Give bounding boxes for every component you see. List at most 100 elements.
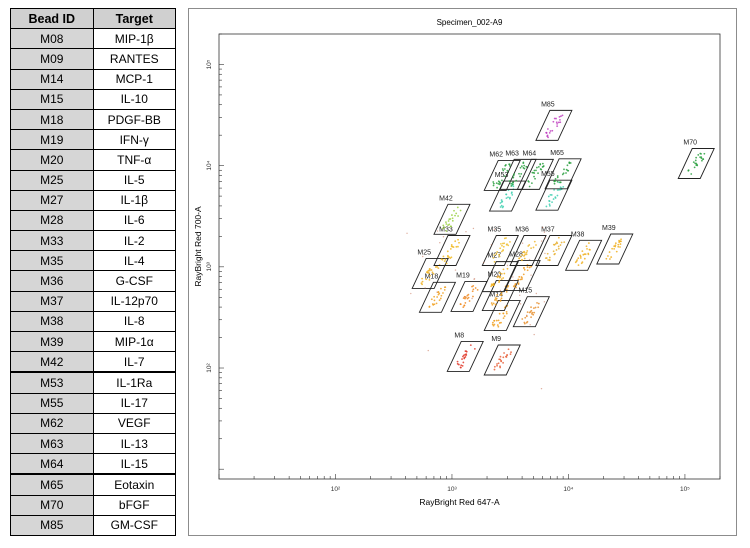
stray-event-dot bbox=[410, 292, 412, 295]
gate-label: M25 bbox=[417, 249, 431, 256]
event-dot bbox=[553, 117, 556, 120]
event-dot bbox=[611, 247, 614, 250]
gate-m55: M55 bbox=[535, 171, 573, 211]
table-row: M08 MIP-1β bbox=[10, 28, 176, 50]
event-dot bbox=[439, 297, 442, 300]
event-dot bbox=[525, 253, 528, 256]
event-dot bbox=[553, 180, 556, 183]
event-dot bbox=[557, 247, 560, 250]
event-dot bbox=[450, 244, 453, 246]
event-dot bbox=[505, 310, 508, 313]
stray-event-dot bbox=[454, 269, 457, 271]
event-dot bbox=[450, 225, 452, 228]
event-dot bbox=[437, 293, 440, 296]
event-dot bbox=[512, 181, 515, 184]
gate-m33: M33 bbox=[433, 226, 471, 266]
gate-label: M39 bbox=[602, 225, 616, 232]
event-dot bbox=[552, 243, 555, 246]
event-dot bbox=[617, 245, 620, 248]
event-dot bbox=[519, 166, 522, 169]
gate-m37: M37 bbox=[535, 226, 573, 266]
event-dot bbox=[700, 152, 702, 155]
table-row: M62 VEGF bbox=[10, 412, 176, 434]
event-dot bbox=[566, 164, 569, 167]
event-dot bbox=[450, 256, 453, 259]
bead-id-cell: M70 bbox=[10, 494, 94, 516]
event-dot bbox=[453, 209, 455, 212]
event-dot bbox=[502, 356, 505, 359]
gate-label: M37 bbox=[541, 226, 555, 233]
event-dot bbox=[702, 158, 704, 161]
event-dot bbox=[502, 268, 505, 271]
event-dot bbox=[533, 307, 535, 310]
event-dot bbox=[505, 290, 508, 293]
event-dot bbox=[428, 278, 431, 281]
event-dot bbox=[510, 185, 513, 187]
event-dot bbox=[447, 220, 450, 222]
table-row: M15 IL-10 bbox=[10, 88, 176, 110]
event-dot bbox=[502, 249, 504, 252]
event-dot bbox=[443, 260, 446, 263]
gate-polygon bbox=[481, 261, 520, 293]
gate-polygon bbox=[433, 203, 471, 235]
event-dot bbox=[443, 226, 446, 229]
event-dot bbox=[508, 164, 511, 167]
table-row: M35 IL-4 bbox=[10, 250, 176, 272]
gate-label: M85 bbox=[541, 101, 555, 108]
gate-polygon bbox=[677, 148, 715, 179]
event-dot bbox=[499, 300, 502, 302]
event-dot bbox=[492, 182, 495, 185]
gate-label: M38 bbox=[571, 231, 585, 238]
event-dot bbox=[500, 272, 503, 275]
event-dot bbox=[496, 294, 498, 296]
event-dot bbox=[523, 266, 525, 269]
event-dot bbox=[526, 311, 529, 314]
event-dot bbox=[609, 258, 611, 260]
bead-id-cell: M85 bbox=[10, 514, 94, 536]
event-dot bbox=[560, 115, 562, 118]
gate-polygon bbox=[503, 260, 541, 291]
gate-m39: M39 bbox=[596, 225, 634, 265]
stray-event-dot bbox=[544, 252, 546, 255]
event-dot bbox=[436, 296, 439, 298]
event-dot bbox=[587, 253, 590, 256]
event-dot bbox=[504, 164, 507, 167]
stray-event-dot bbox=[543, 301, 546, 303]
target-cell: IFN-γ bbox=[92, 129, 176, 151]
stray-event-dot bbox=[424, 287, 426, 289]
event-dot bbox=[581, 250, 584, 253]
table-row: M37 IL-12p70 bbox=[10, 290, 176, 312]
event-dot bbox=[569, 162, 572, 164]
event-dot bbox=[505, 193, 508, 196]
event-dot bbox=[498, 272, 501, 274]
event-dot bbox=[500, 278, 503, 281]
table-row: M38 IL-8 bbox=[10, 310, 176, 333]
event-dot bbox=[502, 277, 505, 279]
stray-event-dot bbox=[490, 243, 493, 246]
event-dot bbox=[545, 132, 548, 134]
gate-polygon bbox=[418, 281, 457, 313]
event-dot bbox=[540, 168, 543, 171]
table-row: M25 IL-5 bbox=[10, 169, 176, 191]
event-dot bbox=[547, 195, 550, 198]
event-dot bbox=[498, 279, 501, 282]
gate-m65: M65 bbox=[544, 150, 582, 190]
event-dot bbox=[472, 295, 474, 298]
event-dot bbox=[457, 238, 459, 241]
event-dot bbox=[498, 322, 501, 324]
gate-polygon bbox=[535, 179, 573, 211]
event-dot bbox=[438, 299, 441, 302]
event-dot bbox=[703, 152, 706, 155]
event-dot bbox=[559, 121, 562, 124]
event-dot bbox=[525, 165, 528, 168]
event-dot bbox=[510, 351, 512, 354]
event-dot bbox=[554, 197, 557, 199]
gate-label: M27 bbox=[487, 253, 501, 260]
gate-label: M70 bbox=[683, 139, 697, 146]
event-dot bbox=[508, 163, 511, 166]
event-dot bbox=[523, 268, 526, 271]
y-tick-label: 10² bbox=[206, 362, 213, 372]
stray-event-dot bbox=[506, 264, 509, 267]
gate-m19: M19 bbox=[450, 272, 488, 312]
event-dot bbox=[458, 241, 460, 244]
